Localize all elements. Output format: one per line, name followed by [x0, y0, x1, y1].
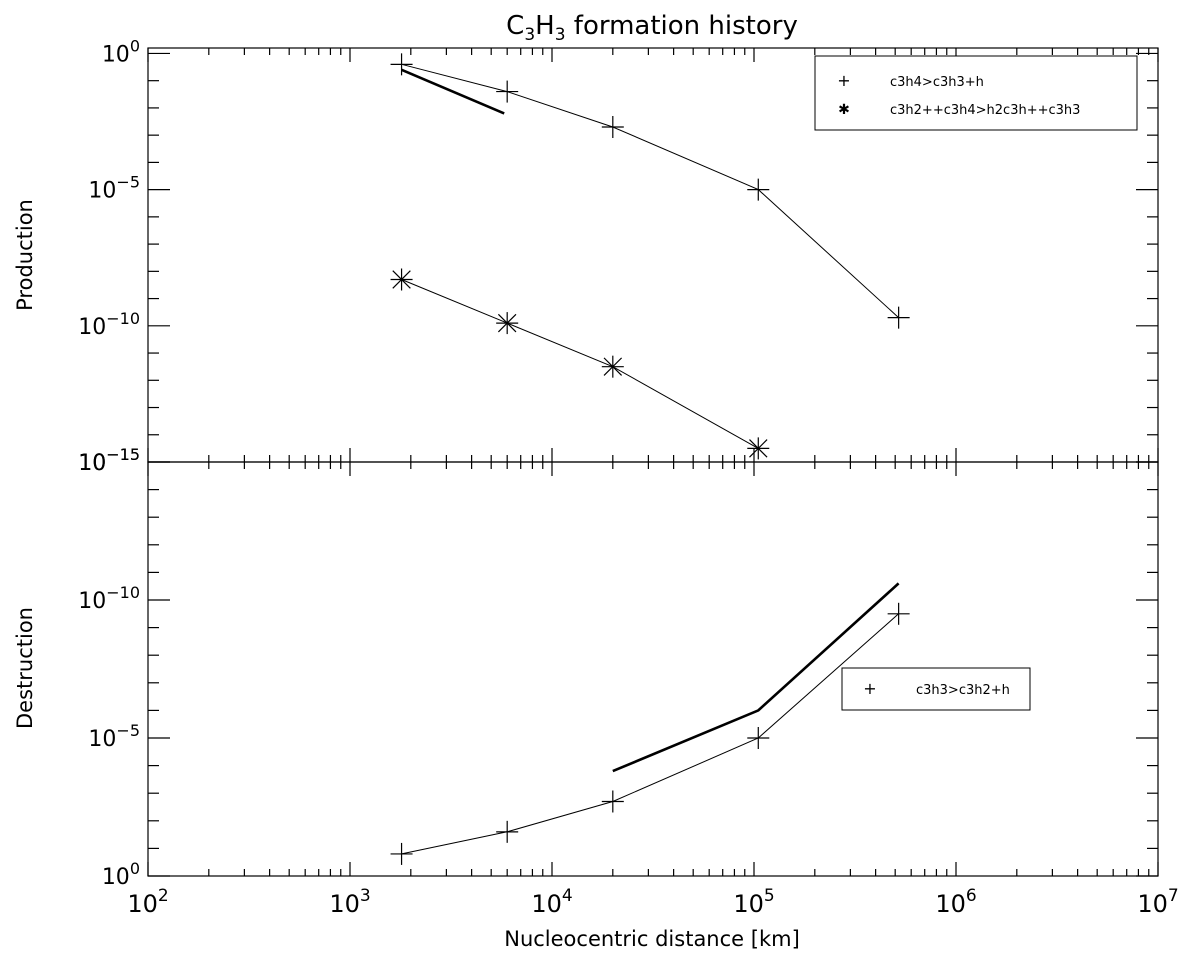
production-legend-symbol-1: + [837, 71, 850, 90]
x-tick-label: 104 [531, 886, 572, 918]
destruction-x-ticks [147, 462, 1159, 876]
plus-marker [887, 306, 910, 329]
production-panel: 100 10−5 10−10 10−15 Production + c3h4>c3h3… [13, 36, 1159, 476]
production-model-line [401, 68, 505, 115]
production-legend-symbol-2: ✱ [838, 102, 850, 118]
x-tick-label: 103 [329, 886, 370, 918]
destruction-legend-symbol-1: + [863, 679, 876, 698]
destruction-legend-box [841, 667, 1031, 711]
production-y-tick-labels: 100 10−5 10−10 10−15 [78, 36, 140, 476]
production-y-tick-label: 100 [102, 36, 140, 67]
asterisk-marker [601, 355, 624, 378]
x-tick-label: 107 [1137, 886, 1178, 918]
plus-marker [601, 790, 624, 813]
destruction-series [390, 582, 910, 865]
asterisk-marker [390, 268, 413, 291]
chart-title: C3H3 formation history [506, 11, 798, 45]
destruction-panel: 10−15 10−10 10−5 100 Destruction + c3h3>c3h… [13, 445, 1159, 890]
production-series-line-2 [401, 279, 759, 449]
asterisk-marker [747, 437, 770, 460]
asterisk-marker [496, 312, 519, 335]
plus-marker [390, 53, 413, 76]
production-legend-label-1: c3h4>c3h3+h [890, 75, 984, 90]
production-legend: + c3h4>c3h3+h ✱ c3h2++c3h4>h2c3h++c3h3 [814, 55, 1138, 131]
destruction-y-axis-label: Destruction [13, 607, 37, 729]
plus-marker [496, 80, 519, 103]
plus-marker [390, 842, 413, 865]
destruction-model-line [612, 582, 900, 773]
destruction-y-ticks [148, 461, 1158, 877]
plus-marker [747, 727, 770, 749]
destruction-plot-frame [147, 461, 1159, 877]
production-y-tick-label: 10−5 [88, 173, 140, 204]
production-y-tick-label: 10−10 [78, 309, 140, 340]
production-legend-label-2: c3h2++c3h4>h2c3h++c3h3 [890, 103, 1080, 118]
plus-marker [747, 178, 770, 201]
destruction-y-tick-label: 10−10 [78, 583, 140, 614]
destruction-legend: + c3h3>c3h2+h [841, 667, 1031, 711]
destruction-y-tick-label: 100 [102, 859, 140, 890]
plus-marker [496, 820, 519, 843]
plus-marker [887, 602, 910, 625]
plus-marker [601, 115, 624, 138]
production-y-axis-label: Production [13, 199, 37, 311]
production-legend-box [814, 55, 1138, 131]
x-tick-label: 105 [733, 886, 774, 918]
x-tick-label: 106 [935, 886, 976, 918]
destruction-y-tick-labels: 10−15 10−10 10−5 100 [78, 445, 140, 890]
destruction-y-tick-label: 10−15 [78, 445, 140, 476]
production-series [390, 53, 910, 460]
destruction-y-tick-label: 10−5 [88, 721, 140, 752]
production-x-ticks [147, 48, 1159, 462]
destruction-legend-label-1: c3h3>c3h2+h [916, 683, 1010, 698]
x-tick-labels: 102 103 104 105 106 107 [127, 886, 1178, 918]
production-y-tick-label: 10−15 [78, 445, 140, 476]
x-axis-label: Nucleocentric distance [km] [504, 927, 800, 951]
x-tick-label: 102 [127, 886, 168, 918]
